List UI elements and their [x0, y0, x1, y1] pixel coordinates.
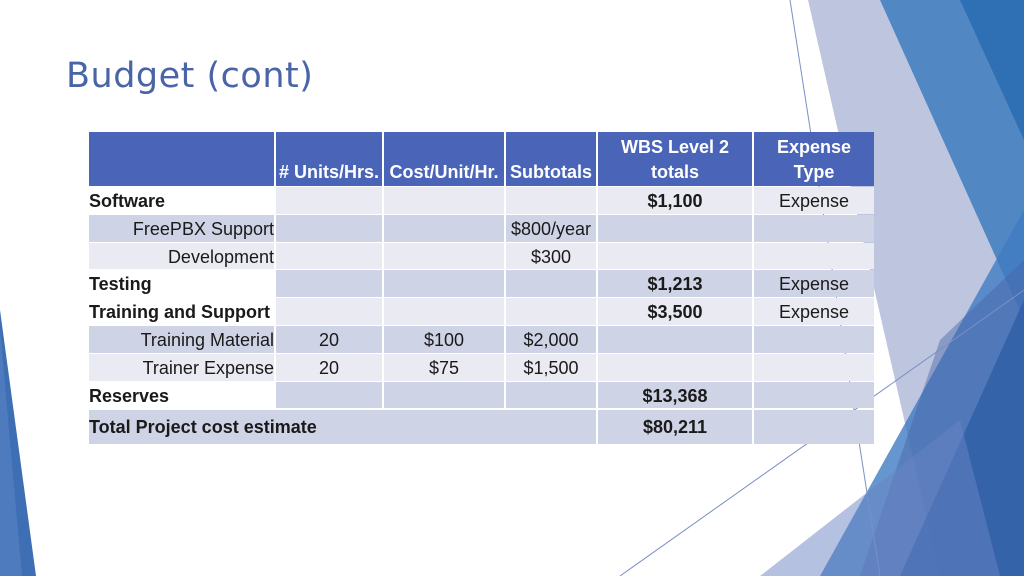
row-1-type: Expense: [754, 187, 874, 214]
row-7-wbs: [598, 353, 752, 381]
header-wbs-line2: totals: [650, 162, 699, 182]
header-expense-type: Expense Type: [754, 132, 874, 186]
row-4-label: Testing: [89, 270, 274, 298]
header-wbs: WBS Level 2 totals: [598, 132, 752, 186]
header-label-cell: [89, 132, 274, 186]
row-3-wbs: [598, 242, 752, 270]
header-subtotals: Subtotals: [506, 132, 596, 186]
row-3-subtotal: $300: [506, 242, 596, 270]
row-3-cost: [384, 242, 504, 270]
row-4-subtotal: [506, 270, 596, 298]
row-8-label: Reserves: [89, 381, 274, 409]
row-7-cost: $75: [384, 353, 504, 381]
row-7-label: Trainer Expense: [89, 353, 274, 381]
total-wbs: $80,211: [598, 410, 752, 444]
row-1-label: Software: [89, 187, 274, 214]
row-6-wbs: [598, 326, 752, 353]
row-8-type: [754, 381, 874, 409]
row-4-units: [276, 270, 382, 298]
row-2-wbs: [598, 214, 752, 242]
row-1-units: [276, 187, 382, 214]
row-1-wbs: $1,100: [598, 187, 752, 214]
budget-table: # Units/Hrs. Cost/Unit/Hr. Subtotals WBS…: [89, 132, 875, 444]
row-6-subtotal: $2,000: [506, 326, 596, 353]
total-expense-cell: [754, 410, 874, 444]
row-5-wbs: $3,500: [598, 298, 752, 325]
row-5-type: Expense: [754, 298, 874, 325]
row-2-cost: [384, 214, 504, 242]
row-6-type: [754, 326, 874, 353]
row-4-cost: [384, 270, 504, 298]
row-2-type: [754, 214, 874, 242]
header-cost: Cost/Unit/Hr.: [384, 132, 504, 186]
row-4-wbs: $1,213: [598, 270, 752, 298]
row-2-subtotal: $800/year: [506, 214, 596, 242]
header-expense-line2: Type: [793, 162, 835, 182]
header-expense-line1: Expense: [776, 137, 852, 157]
row-8-units: [276, 381, 382, 409]
row-7-type: [754, 353, 874, 381]
row-1-subtotal: [506, 187, 596, 214]
row-7-units: 20: [276, 353, 382, 381]
row-7-subtotal: $1,500: [506, 353, 596, 381]
row-2-label: FreePBX Support: [89, 214, 274, 242]
row-8-wbs: $13,368: [598, 381, 752, 409]
row-3-label: Development: [89, 242, 274, 270]
row-5-subtotal: [506, 298, 596, 325]
row-5-units: [276, 298, 382, 325]
total-label: Total Project cost estimate: [89, 410, 596, 444]
row-5-label: Training and Support: [89, 298, 274, 325]
row-8-subtotal: [506, 381, 596, 409]
slide-title: Budget (cont): [66, 56, 314, 96]
header-wbs-line1: WBS Level 2: [620, 137, 730, 157]
row-5-cost: [384, 298, 504, 325]
row-2-units: [276, 214, 382, 242]
row-3-units: [276, 242, 382, 270]
header-units: # Units/Hrs.: [276, 132, 382, 186]
row-8-cost: [384, 381, 504, 409]
row-4-type: Expense: [754, 270, 874, 298]
row-1-cost: [384, 187, 504, 214]
row-6-cost: $100: [384, 326, 504, 353]
row-3-type: [754, 242, 874, 270]
row-6-label: Training Material: [89, 326, 274, 353]
row-6-units: 20: [276, 326, 382, 353]
